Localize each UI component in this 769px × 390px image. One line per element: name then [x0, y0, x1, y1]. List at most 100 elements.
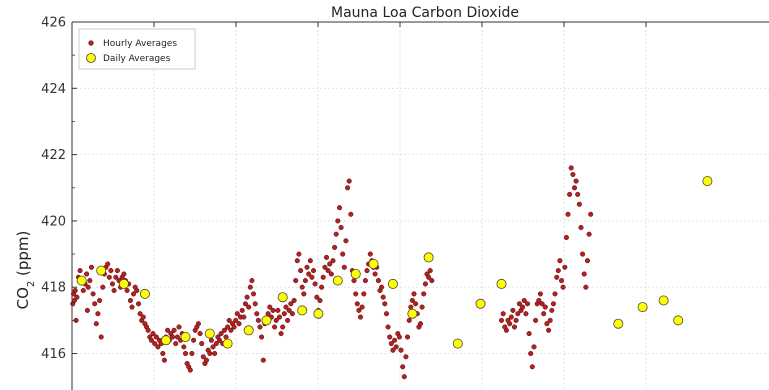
hourly-point	[176, 324, 182, 330]
hourly-point	[200, 354, 206, 360]
hourly-point	[359, 304, 365, 310]
hourly-point	[114, 268, 120, 274]
hourly-point	[169, 334, 176, 340]
hourly-point	[354, 301, 360, 307]
hourly-point	[247, 284, 253, 290]
hourly-point	[278, 331, 284, 337]
hourly-point	[507, 321, 513, 327]
hourly-point	[161, 357, 167, 363]
daily-point	[387, 278, 398, 289]
hourly-point	[427, 268, 433, 274]
hourly-point	[558, 278, 565, 284]
hourly-point	[511, 324, 518, 330]
hourly-point	[72, 287, 78, 294]
hourly-point	[526, 331, 532, 337]
daily-point	[277, 292, 288, 303]
daily-series	[76, 176, 713, 349]
daily-point	[423, 252, 434, 263]
hourly-point	[191, 337, 197, 343]
hourly-point	[380, 294, 386, 300]
daily-point	[118, 278, 129, 289]
daily-point	[160, 335, 171, 346]
hourly-point	[549, 307, 555, 313]
hourly-point	[541, 311, 547, 317]
hourly-point	[213, 341, 219, 347]
hourly-point	[322, 264, 328, 270]
hourly-point	[336, 205, 343, 211]
hourly-point	[403, 354, 409, 360]
chart-title: Mauna Loa Carbon Dioxide	[331, 5, 519, 21]
hourly-point	[155, 344, 161, 350]
hourly-point	[429, 278, 435, 284]
hourly-point	[244, 294, 250, 300]
hourly-point	[250, 291, 257, 297]
hourly-point	[281, 311, 287, 317]
hourly-point	[375, 278, 381, 284]
hourly-point	[539, 301, 545, 307]
daily-point	[350, 268, 361, 279]
hourly-point	[291, 297, 297, 304]
hourly-point	[121, 271, 127, 277]
hourly-point	[203, 357, 210, 363]
hourly-point	[520, 304, 526, 310]
hourly-point	[383, 311, 390, 317]
hourly-point	[90, 291, 96, 297]
hourly-point	[260, 357, 266, 363]
hourly-point	[498, 317, 505, 323]
hourly-point	[560, 284, 566, 290]
hourly-point	[111, 287, 117, 294]
hourly-point	[524, 301, 531, 307]
hourly-point	[568, 165, 574, 171]
hourly-point	[189, 350, 195, 357]
hourly-point	[340, 251, 346, 257]
legend: Hourly Averages Daily Averages	[78, 28, 196, 70]
hourly-point	[239, 307, 245, 313]
hourly-point	[555, 268, 561, 274]
hourly-point	[195, 321, 201, 327]
hourly-point	[411, 291, 417, 297]
hourly-point	[341, 264, 347, 270]
hourly-point	[288, 301, 294, 307]
legend-box	[78, 28, 196, 70]
daily-point	[702, 176, 713, 187]
hourly-point	[134, 287, 140, 294]
legend-daily-label: Daily Averages	[103, 54, 171, 64]
hourly-point	[516, 301, 522, 307]
hourly-point	[137, 311, 143, 317]
hourly-point	[332, 244, 338, 250]
hourly-point	[588, 211, 594, 217]
hourly-point	[252, 301, 258, 307]
y-tick-label: 416	[41, 347, 66, 362]
hourly-point	[356, 307, 362, 313]
hourly-point	[283, 304, 289, 310]
hourly-point	[533, 317, 539, 323]
hourly-point	[306, 271, 312, 277]
hourly-point	[413, 301, 419, 307]
daily-point	[407, 308, 418, 319]
hourly-point	[537, 291, 543, 297]
hourly-point	[521, 297, 527, 304]
hourly-point	[145, 327, 151, 333]
hourly-point	[226, 317, 232, 323]
daily-point	[313, 308, 324, 319]
hourly-point	[583, 284, 589, 290]
hourly-point	[127, 297, 133, 304]
hourly-point	[80, 287, 86, 294]
hourly-point	[387, 334, 393, 340]
hourly-point	[135, 301, 142, 307]
hourly-point	[84, 271, 90, 277]
hourly-point	[249, 278, 255, 284]
hourly-point	[301, 291, 307, 297]
hourly-point	[398, 347, 404, 353]
hourly-point	[546, 327, 552, 333]
hourly-point	[242, 301, 248, 307]
hourly-point	[181, 344, 187, 350]
daily-point	[475, 298, 486, 309]
daily-point	[613, 318, 624, 329]
hourly-point	[95, 311, 101, 317]
daily-point	[243, 325, 254, 336]
daily-point	[76, 275, 87, 286]
hourly-point	[536, 297, 542, 304]
hourly-point	[236, 321, 242, 327]
